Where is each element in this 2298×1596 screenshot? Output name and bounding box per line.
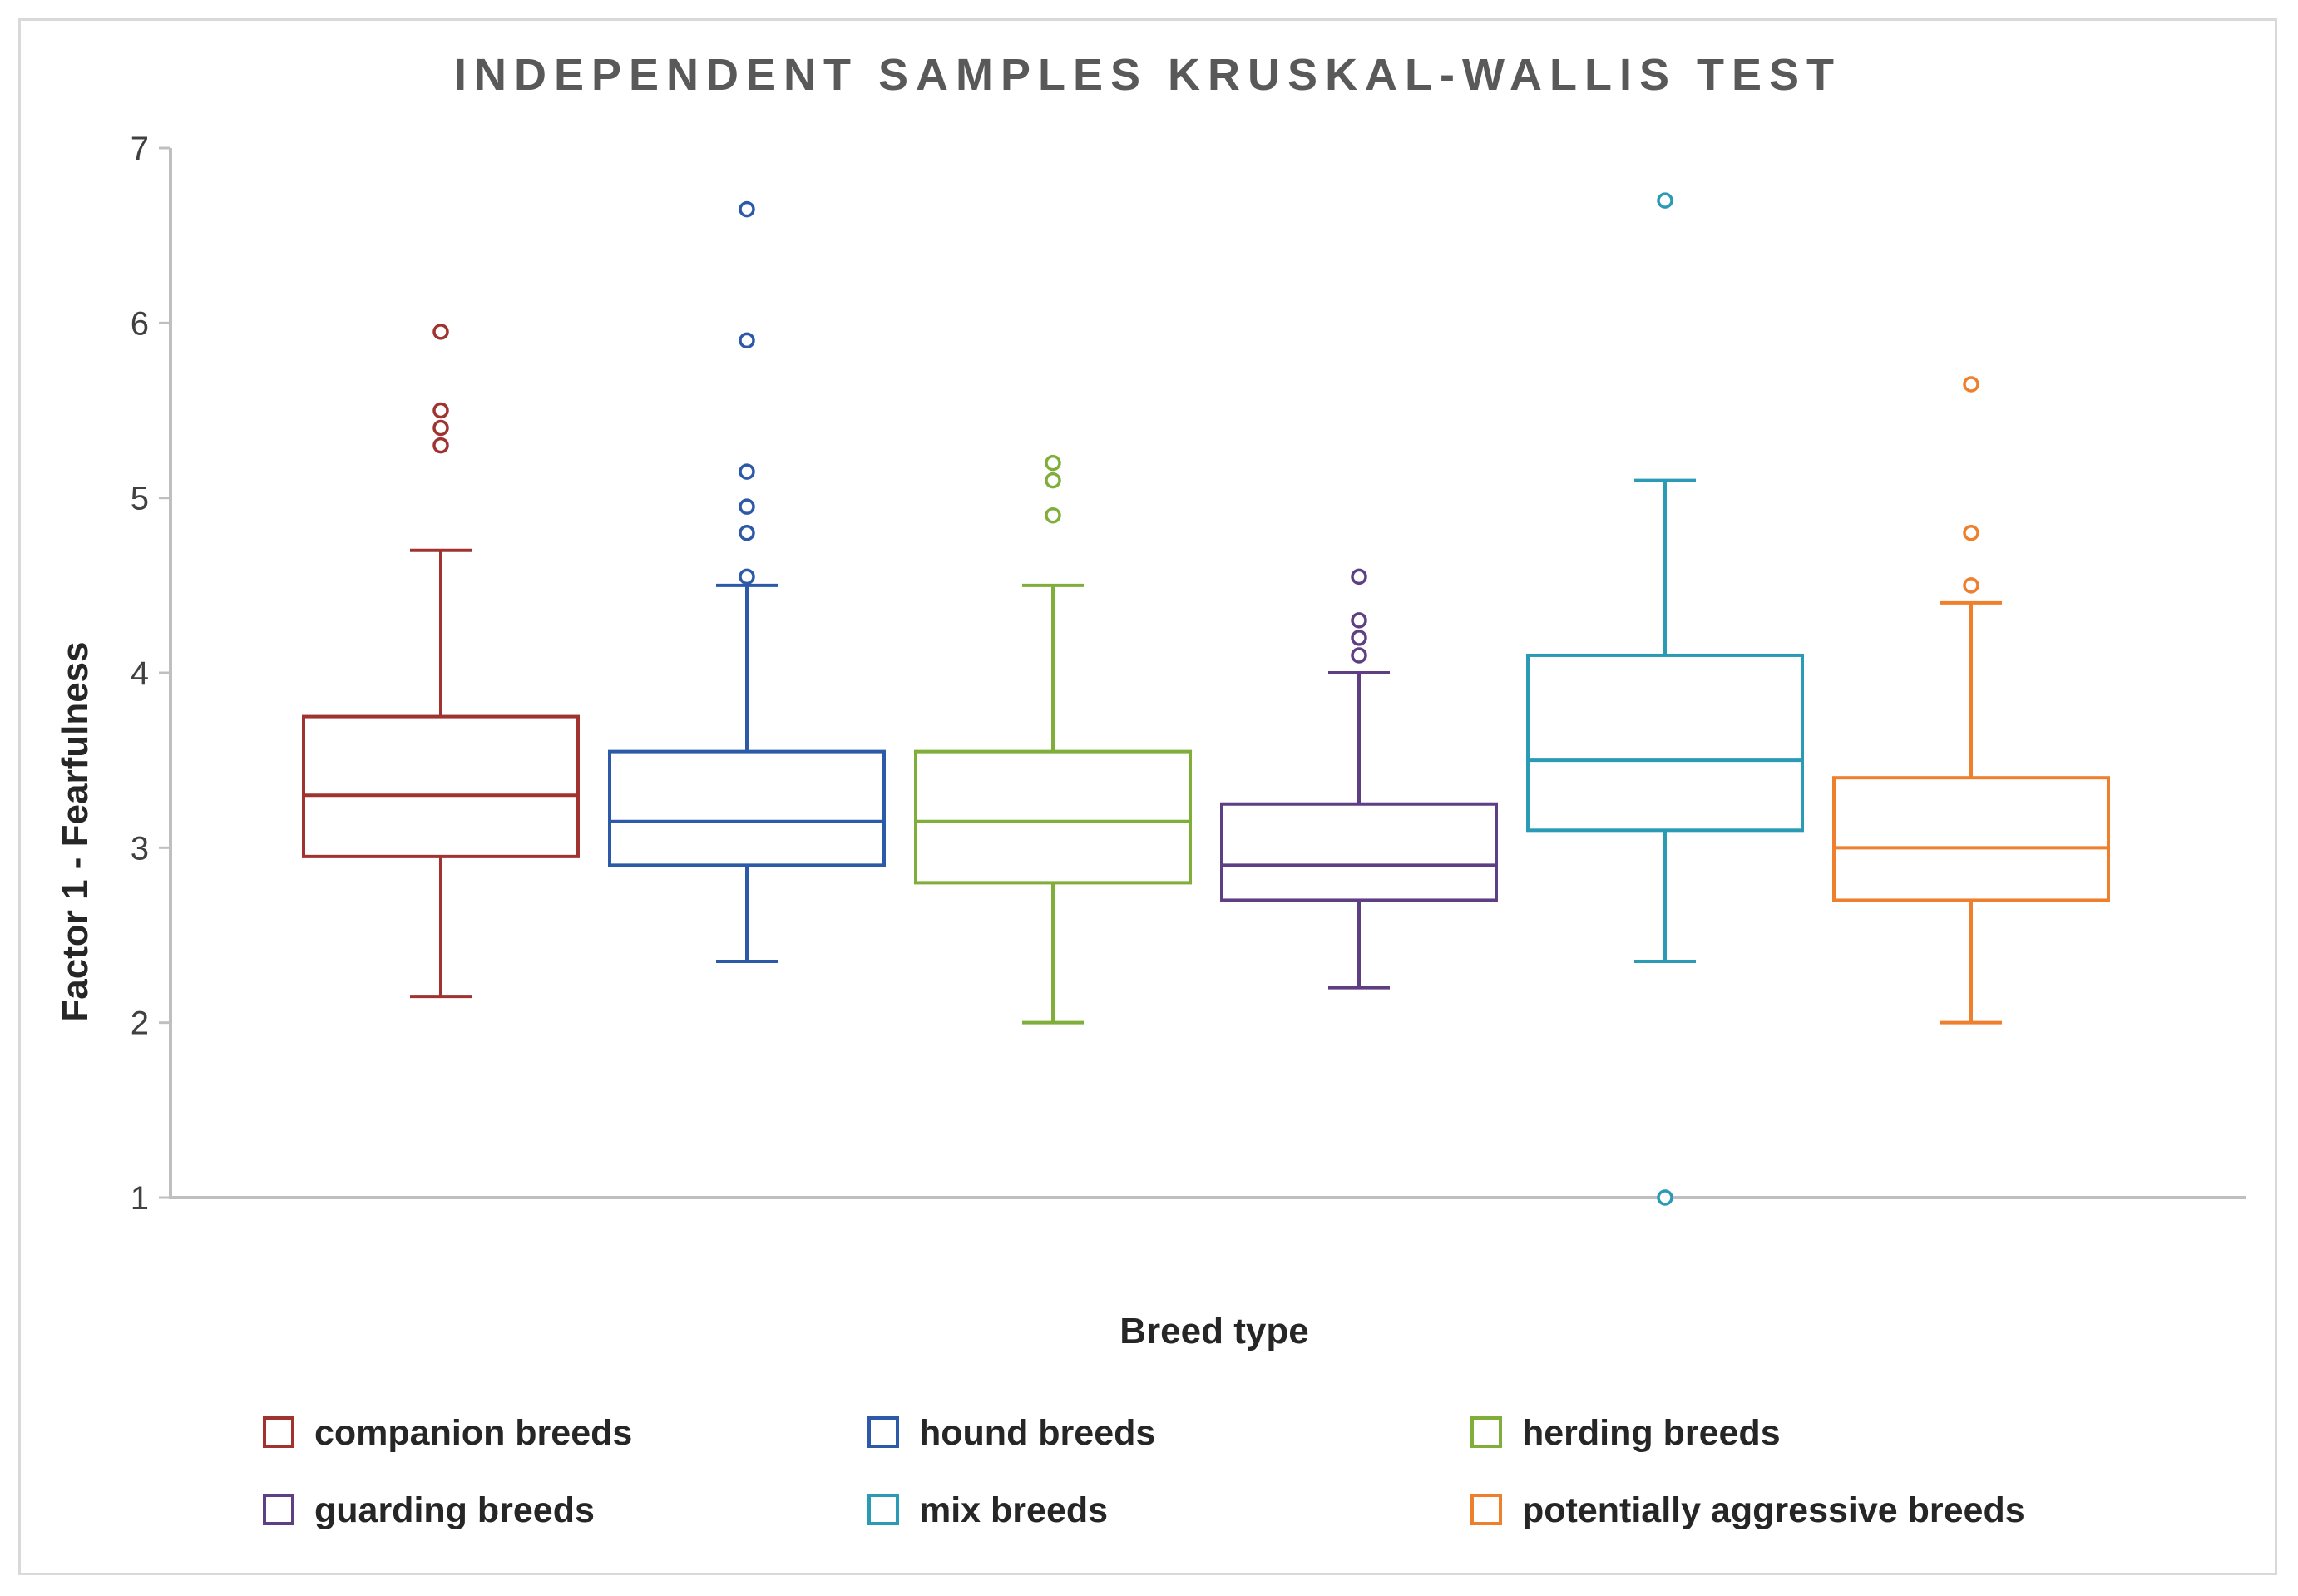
x-axis-title: Breed type xyxy=(1119,1311,1308,1351)
legend-label: companion breeds xyxy=(314,1413,632,1453)
outlier-point xyxy=(1351,568,1367,586)
legend-swatch xyxy=(1470,1494,1502,1525)
outlier-point xyxy=(739,332,755,349)
outlier-point xyxy=(739,568,755,586)
outlier-point xyxy=(432,437,449,454)
y-tick-label: 7 xyxy=(131,131,149,167)
iqr-box xyxy=(1832,776,2110,902)
legend-item-1: companion breeds xyxy=(263,1413,632,1453)
legend-item-6: potentially aggressive breeds xyxy=(1470,1490,2025,1530)
iqr-box xyxy=(608,749,886,867)
outlier-point xyxy=(739,524,755,541)
outlier-point xyxy=(1963,376,1979,393)
legend-item-2: hound breeds xyxy=(867,1413,1155,1453)
outlier-point xyxy=(1045,506,1061,524)
outlier-point xyxy=(1351,647,1367,664)
iqr-box xyxy=(1220,802,1498,902)
outlier-point xyxy=(739,463,755,480)
outlier-point xyxy=(739,200,755,218)
legend-label: hound breeds xyxy=(919,1413,1155,1453)
box-group-3 xyxy=(914,454,1192,1025)
outlier-point xyxy=(1657,192,1673,209)
legend-label: herding breeds xyxy=(1522,1413,1781,1453)
box-group-5 xyxy=(1526,192,1804,1206)
y-tick-label: 5 xyxy=(131,481,149,517)
box-series xyxy=(302,192,2110,1206)
y-axis-title: Factor 1 - Fearfulness xyxy=(55,641,96,1021)
outlier-point xyxy=(1045,454,1061,472)
box-group-6 xyxy=(1832,376,2110,1025)
iqr-box xyxy=(1526,653,1804,833)
axes: 1 2 3 4 5 6 7 xyxy=(131,131,2246,1217)
outlier-point xyxy=(432,419,449,437)
legend-item-4: guarding breeds xyxy=(263,1490,595,1530)
iqr-box xyxy=(302,714,580,858)
outlier-point xyxy=(1657,1189,1673,1206)
legend-label: mix breeds xyxy=(919,1490,1108,1530)
outlier-point xyxy=(1351,630,1367,646)
y-tick-label: 4 xyxy=(131,655,149,692)
box-group-1 xyxy=(302,324,580,999)
outlier-point xyxy=(1963,577,1979,594)
legend-swatch xyxy=(867,1494,899,1525)
y-tick-label: 2 xyxy=(131,1006,149,1042)
y-tick-label: 3 xyxy=(131,830,149,867)
legend-item-5: mix breeds xyxy=(867,1490,1108,1530)
legend-label: guarding breeds xyxy=(314,1490,595,1530)
legend: companion breeds hound breeds herding bree… xyxy=(263,1413,2025,1530)
chart-title: INDEPENDENT SAMPLES KRUSKAL-WALLIS TEST xyxy=(454,50,1841,100)
outlier-point xyxy=(1351,612,1367,629)
y-tick-label: 1 xyxy=(131,1180,149,1217)
iqr-box xyxy=(914,749,1192,885)
legend-label: potentially aggressive breeds xyxy=(1522,1490,2025,1530)
box-group-2 xyxy=(608,200,886,964)
outlier-point xyxy=(432,402,449,419)
y-tick-label: 6 xyxy=(131,305,149,342)
legend-swatch xyxy=(263,1494,294,1525)
legend-swatch xyxy=(263,1416,294,1448)
outlier-point xyxy=(1045,472,1061,489)
outlier-point xyxy=(432,324,449,340)
legend-item-3: herding breeds xyxy=(1470,1413,1781,1453)
legend-swatch xyxy=(867,1416,899,1448)
box-group-4 xyxy=(1220,568,1498,990)
outlier-point xyxy=(1963,524,1979,541)
outlier-point xyxy=(739,498,755,515)
legend-swatch xyxy=(1470,1416,1502,1448)
